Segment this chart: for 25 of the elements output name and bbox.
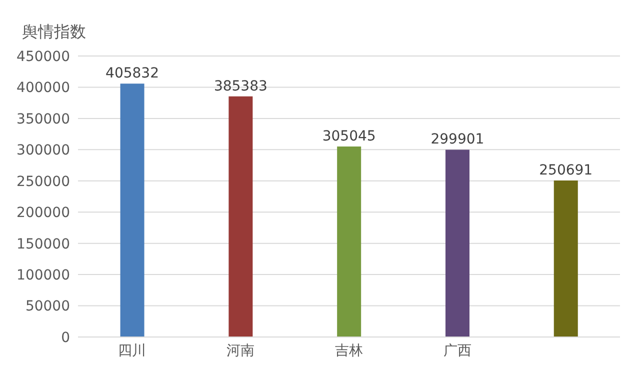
data-label: 250691 bbox=[539, 162, 593, 178]
bar bbox=[554, 180, 578, 337]
y-tick-label: 300000 bbox=[16, 142, 70, 159]
y-tick-label: 50000 bbox=[25, 298, 70, 315]
y-axis-title: 舆情指数 bbox=[22, 22, 86, 43]
y-tick-label: 450000 bbox=[16, 48, 70, 65]
y-tick-label: 150000 bbox=[16, 236, 70, 252]
x-tick-label: 四川 bbox=[118, 342, 146, 359]
y-tick-label: 250000 bbox=[16, 174, 70, 190]
x-tick-label: 广西 bbox=[443, 342, 472, 359]
data-label: 299901 bbox=[430, 132, 484, 148]
data-label: 305045 bbox=[322, 128, 376, 145]
y-tick-label: 350000 bbox=[16, 111, 70, 128]
x-tick-label: 河南 bbox=[226, 342, 255, 359]
bar bbox=[445, 150, 470, 337]
bar bbox=[337, 146, 362, 337]
y-tick-label: 200000 bbox=[16, 205, 70, 222]
y-tick-label: 100000 bbox=[16, 268, 70, 284]
data-label: 405832 bbox=[106, 66, 160, 82]
bar bbox=[228, 96, 253, 337]
y-tick-label: 0 bbox=[61, 330, 70, 346]
bar bbox=[120, 84, 144, 337]
y-tick-label: 400000 bbox=[16, 80, 70, 96]
x-tick-label: 吉林 bbox=[335, 342, 363, 359]
data-label: 385383 bbox=[214, 78, 268, 94]
